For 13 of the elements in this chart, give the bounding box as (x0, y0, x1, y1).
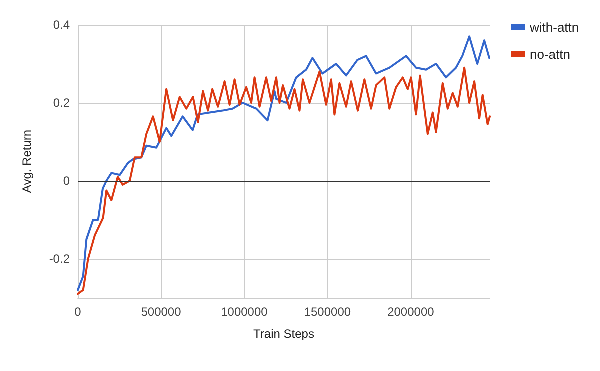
y-axis-title: Avg. Return (20, 130, 34, 194)
y-tick-label: 0.2 (53, 96, 70, 110)
x-tick-label: 500000 (141, 305, 182, 319)
y-tick-label: 0.4 (53, 18, 70, 32)
x-axis-title: Train Steps (254, 327, 314, 341)
x-tick-label: 1500000 (304, 305, 352, 319)
x-tick-label: 0 (74, 305, 82, 319)
legend-label: with-attn (529, 20, 580, 35)
x-tick-label: 1000000 (221, 305, 268, 319)
y-tick-label: -0.2 (49, 252, 70, 266)
legend-label: no-attn (530, 47, 570, 62)
y-tick-label: 0 (63, 174, 70, 188)
x-tick-label: 2000000 (388, 305, 435, 319)
